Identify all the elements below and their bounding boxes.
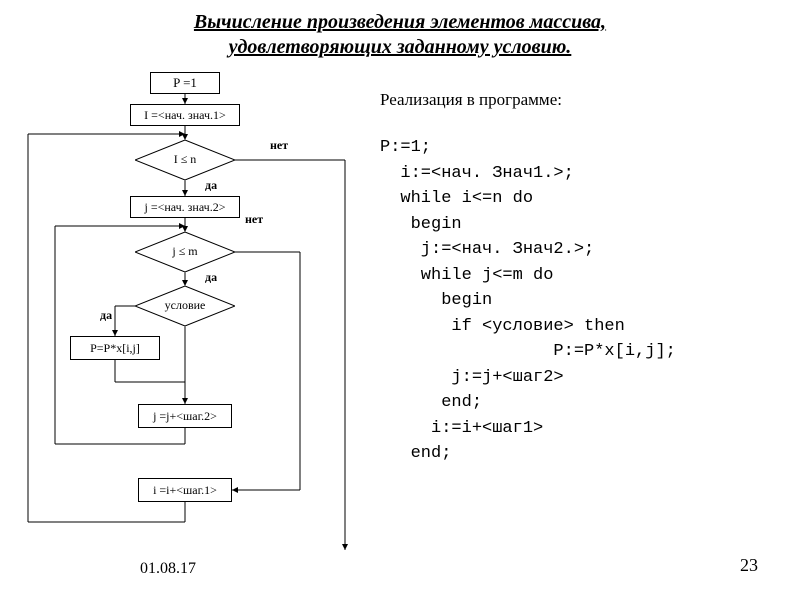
node-product-update: P=P*x[i,j] xyxy=(70,336,160,360)
node-i-init: I =<нач. знач.1> xyxy=(130,104,240,126)
node-j-step: j =j+<шаг.2> xyxy=(138,404,232,428)
page-number: 23 xyxy=(740,555,758,576)
node-i-step: i =i+<шаг.1> xyxy=(138,478,232,502)
node-i-init-label: I =<нач. знач.1> xyxy=(144,108,226,123)
node-p-init-label: P =1 xyxy=(173,75,197,91)
title-line-1: Вычисление произведения элементов массив… xyxy=(194,11,606,33)
label-yes-3: да xyxy=(100,308,112,323)
node-cond-user: условие xyxy=(135,286,235,326)
node-p-init: P =1 xyxy=(150,72,220,94)
flowchart: P =1 I =<нач. знач.1> I ≤ n j =<нач. зна… xyxy=(0,70,370,580)
code-block: P:=1; i:=<нач. Знач1.>; while i<=n do be… xyxy=(380,135,676,467)
label-yes-2: да xyxy=(205,270,217,285)
label-no-2: нет xyxy=(245,212,263,227)
node-cond-i-leq-n: I ≤ n xyxy=(135,140,235,180)
node-j-init-label: j =<нач. знач.2> xyxy=(145,200,226,215)
node-i-step-label: i =i+<шаг.1> xyxy=(153,483,217,498)
page-title: Вычисление произведения элементов массив… xyxy=(0,10,800,60)
node-product-label: P=P*x[i,j] xyxy=(90,341,140,356)
code-subheading: Реализация в программе: xyxy=(380,90,562,110)
title-line-2: удовлетворяющих заданному условию. xyxy=(229,36,572,58)
node-j-init: j =<нач. знач.2> xyxy=(130,196,240,218)
label-yes-1: да xyxy=(205,178,217,193)
node-cond-j-leq-m: j ≤ m xyxy=(135,232,235,272)
node-j-step-label: j =j+<шаг.2> xyxy=(153,409,217,424)
label-no-1: нет xyxy=(270,138,288,153)
